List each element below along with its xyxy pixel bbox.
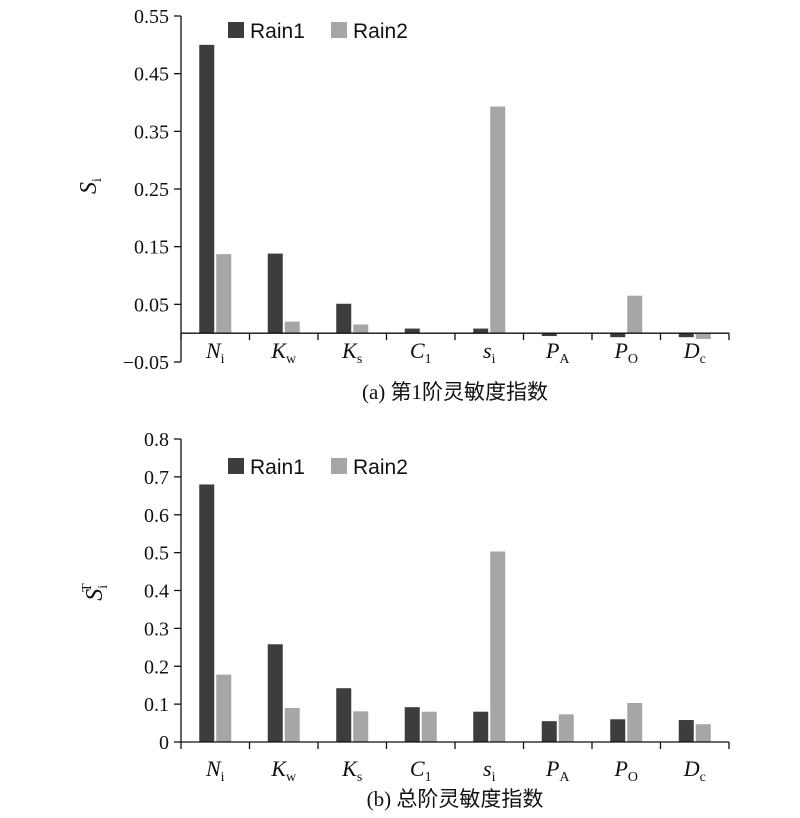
x-category-label: PO — [613, 756, 638, 785]
bar-rain2-2 — [353, 711, 369, 742]
bar-rain1-4 — [473, 328, 489, 334]
bar-rain2-1 — [284, 707, 300, 742]
bar-rain2-2 — [353, 324, 369, 334]
y-tick-label: 0.25 — [134, 179, 169, 201]
bar-rain1-6 — [610, 719, 626, 742]
y-tick-label: 0.1 — [144, 694, 169, 716]
bar-rain2-6 — [627, 295, 643, 334]
x-category-label: PO — [613, 338, 638, 367]
legend-a-rain2-swatch — [331, 22, 347, 38]
x-category-label: Dc — [683, 756, 706, 785]
y-tick-label: 0 — [159, 732, 169, 754]
bar-rain2-4 — [490, 106, 506, 334]
x-category-label: Ks — [341, 338, 362, 367]
x-category-label: Kw — [270, 756, 297, 785]
bar-rain2-5 — [558, 714, 574, 742]
x-category-label: Kw — [270, 338, 297, 367]
bar-rain1-1 — [267, 253, 283, 334]
chart-total-order: Rain1 Rain2 0.8 0.7 0.6 0.5 0.4 0.3 0.2 0.1 0 Ni… — [80, 429, 730, 811]
x-category-label: C1 — [410, 756, 432, 785]
y-tick-label: 0.15 — [134, 237, 169, 259]
bar-rain1-0 — [199, 484, 215, 742]
x-category-label: PA — [545, 756, 570, 785]
x-categories-b: Ni Kw Ks C1 si PA PO Dc — [205, 756, 706, 785]
bar-rain2-1 — [284, 321, 300, 334]
bar-rain1-2 — [336, 688, 352, 742]
bar-rain1-5 — [541, 721, 557, 742]
x-category-label: Ni — [205, 756, 225, 785]
bar-rain1-0 — [199, 44, 215, 334]
bars-b — [199, 484, 711, 742]
bar-rain1-4 — [473, 711, 489, 742]
bar-rain1-6 — [610, 333, 626, 338]
y-ticks-a: 0.55 0.45 0.35 0.25 0.15 0.05 −0.05 — [123, 6, 730, 374]
y-tick-label: 0.35 — [134, 121, 169, 143]
legend-a-rain2-label: Rain2 — [353, 20, 408, 43]
bar-rain2-6 — [627, 702, 643, 742]
x-category-label: Ni — [205, 338, 225, 367]
bar-rain1-3 — [404, 707, 420, 742]
x-categories-a: Ni Kw Ks C1 si PA PO Dc — [205, 338, 706, 367]
y-ticks-b: 0.8 0.7 0.6 0.5 0.4 0.3 0.2 0.1 0 — [144, 429, 730, 754]
y-tick-label: 0.3 — [144, 618, 169, 640]
caption-b: (b) 总阶灵敏度指数 — [367, 787, 544, 811]
legend-b-rain1-swatch — [228, 458, 244, 474]
x-category-label: Ks — [341, 756, 362, 785]
bar-rain2-4 — [490, 551, 506, 742]
bar-rain1-7 — [678, 333, 694, 338]
y-axis-label-b: SiT — [80, 583, 111, 601]
caption-a: (a) 第1阶灵敏度指数 — [362, 380, 548, 404]
y-tick-label: 0.05 — [134, 294, 169, 316]
legend-a: Rain1 Rain2 — [228, 20, 408, 43]
legend-b-rain1-label: Rain1 — [250, 456, 305, 479]
chart-first-order: Rain1 Rain2 0.55 0.45 0.35 0.25 0.15 0.05 −0.0… — [76, 6, 730, 404]
y-tick-label: 0.45 — [134, 64, 169, 86]
legend-b: Rain1 Rain2 — [228, 456, 408, 479]
bar-rain1-3 — [404, 328, 420, 334]
y-tick-label: 0.2 — [144, 656, 169, 678]
bar-rain1-1 — [267, 644, 283, 742]
bar-rain2-0 — [216, 254, 232, 334]
y-tick-label: 0.6 — [144, 505, 169, 527]
x-category-label: C1 — [410, 338, 432, 367]
bar-rain1-5 — [541, 333, 557, 337]
y-tick-label: 0.8 — [144, 429, 169, 451]
bar-rain1-7 — [678, 720, 694, 742]
legend-b-rain2-label: Rain2 — [353, 456, 408, 479]
legend-a-rain1-swatch — [228, 22, 244, 38]
bar-rain1-2 — [336, 303, 352, 334]
y-tick-label: 0.4 — [144, 581, 169, 603]
y-axis-label-a: Si — [76, 178, 105, 194]
x-category-label: si — [483, 338, 496, 367]
legend-a-rain1-label: Rain1 — [250, 20, 305, 43]
y-tick-label: 0.55 — [134, 6, 169, 28]
bar-rain2-7 — [695, 724, 711, 742]
y-tick-label: 0.7 — [144, 467, 169, 489]
x-category-label: Dc — [683, 338, 706, 367]
legend-b-rain2-swatch — [331, 458, 347, 474]
y-tick-label: −0.05 — [123, 352, 169, 374]
bar-rain2-7 — [695, 333, 711, 339]
x-category-label: PA — [545, 338, 570, 367]
bar-rain2-0 — [216, 674, 232, 742]
y-tick-label: 0.5 — [144, 543, 169, 565]
bar-rain2-3 — [421, 711, 437, 742]
bars-a — [199, 44, 711, 339]
x-category-label: si — [483, 756, 496, 785]
